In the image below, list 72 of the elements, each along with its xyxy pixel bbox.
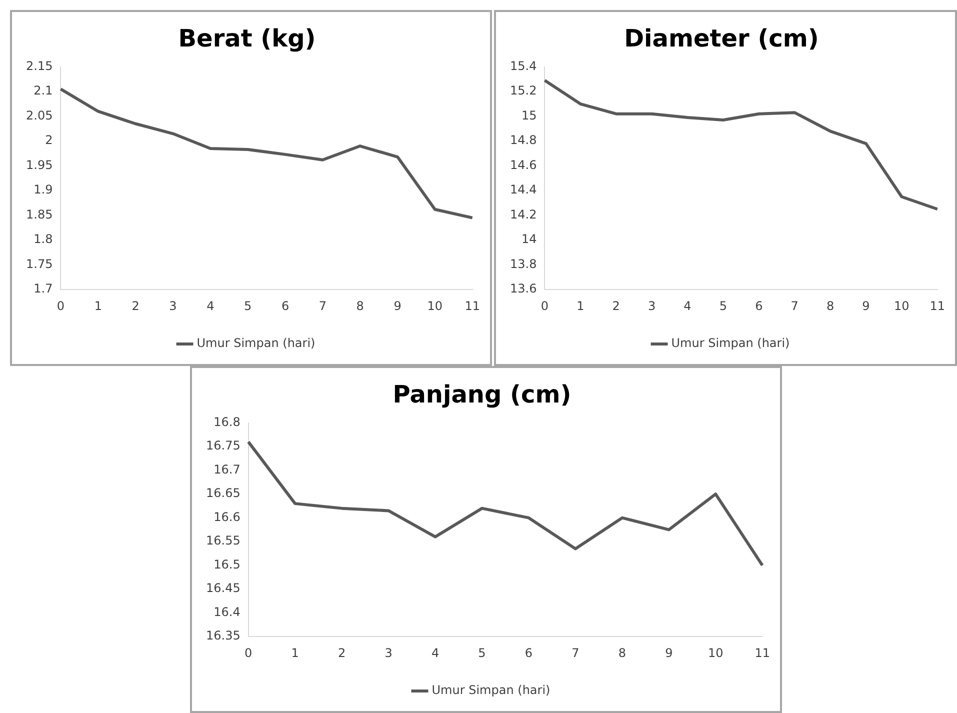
legend-label: Umur Simpan (hari) xyxy=(432,683,550,698)
chart-title: Diameter (cm) xyxy=(624,24,819,53)
y-tick-label: 14.8 xyxy=(510,133,537,148)
x-tick-label: 5 xyxy=(478,646,486,660)
x-tick-label: 8 xyxy=(826,298,834,313)
x-tick-label: 7 xyxy=(790,298,798,313)
y-tick-label: 2.15 xyxy=(26,58,53,73)
y-tick-label: 13.8 xyxy=(510,256,537,271)
y-tick-label: 1.75 xyxy=(26,256,53,271)
x-tick-label: 3 xyxy=(384,646,392,660)
y-tick-label: 13.6 xyxy=(510,282,537,296)
x-tick-label: 3 xyxy=(648,298,656,313)
y-tick-label: 1.8 xyxy=(34,232,53,246)
x-tick-label: 1 xyxy=(94,298,102,313)
x-tick-label: 7 xyxy=(572,646,580,660)
y-tick-label: 16.7 xyxy=(214,462,240,476)
y-tick-label: 16.4 xyxy=(214,604,240,619)
y-tick-label: 14.4 xyxy=(510,182,537,197)
x-tick-label: 8 xyxy=(356,298,364,313)
y-tick-label: 2.1 xyxy=(34,84,53,98)
y-tick-label: 15 xyxy=(521,108,537,122)
y-tick-label: 14.2 xyxy=(510,207,537,222)
x-tick-label: 9 xyxy=(665,646,673,660)
x-tick-label: 8 xyxy=(618,646,626,660)
x-tick-label: 5 xyxy=(719,298,728,313)
x-tick-label: 2 xyxy=(612,298,620,313)
y-tick-label: 16.65 xyxy=(206,486,240,500)
y-tick-label: 16.55 xyxy=(206,534,240,548)
chart-title: Berat (kg) xyxy=(178,24,316,53)
y-tick-label: 15.4 xyxy=(510,58,537,73)
y-tick-label: 16.8 xyxy=(214,414,240,429)
y-tick-label: 16.35 xyxy=(206,628,240,643)
y-tick-label: 1.7 xyxy=(34,282,53,296)
y-tick-label: 16.5 xyxy=(214,557,240,572)
y-tick-label: 1.95 xyxy=(26,158,53,172)
y-tick-label: 2.05 xyxy=(26,108,53,122)
y-tick-label: 15.2 xyxy=(510,84,537,98)
x-tick-label: 0 xyxy=(244,646,252,660)
x-tick-label: 2 xyxy=(338,646,346,660)
x-tick-label: 7 xyxy=(318,298,326,313)
x-tick-label: 5 xyxy=(244,298,252,313)
x-tick-label: 6 xyxy=(281,298,290,313)
y-tick-label: 14 xyxy=(521,232,537,246)
x-tick-label: 1 xyxy=(576,298,584,313)
y-tick-label: 2 xyxy=(45,133,53,148)
chart-title: Panjang (cm) xyxy=(392,380,572,409)
y-tick-label: 14.6 xyxy=(510,158,537,172)
x-tick-label: 3 xyxy=(169,298,177,313)
x-tick-label: 4 xyxy=(684,298,692,313)
x-tick-label: 6 xyxy=(755,298,763,313)
x-tick-label: 11 xyxy=(754,646,770,660)
legend-label: Umur Simpan (hari) xyxy=(671,336,790,350)
x-tick-label: 10 xyxy=(708,646,724,660)
y-tick-label: 16.75 xyxy=(206,438,240,453)
y-tick-label: 1.9 xyxy=(34,182,53,197)
y-tick-label: 16.6 xyxy=(214,510,240,524)
y-tick-label: 16.45 xyxy=(206,581,240,596)
x-tick-label: 4 xyxy=(206,298,214,313)
x-tick-label: 10 xyxy=(894,298,910,313)
legend-label: Umur Simpan (hari) xyxy=(196,336,316,350)
x-tick-label: 0 xyxy=(540,298,549,313)
x-tick-label: 0 xyxy=(56,298,65,313)
y-tick-label: 1.85 xyxy=(26,207,53,222)
x-tick-label: 10 xyxy=(427,298,443,313)
x-tick-label: 6 xyxy=(524,646,533,660)
x-tick-label: 1 xyxy=(291,646,299,660)
x-tick-label: 11 xyxy=(464,298,480,313)
x-tick-label: 11 xyxy=(930,298,946,313)
x-tick-label: 9 xyxy=(394,298,402,313)
x-tick-label: 4 xyxy=(431,646,440,660)
x-tick-label: 2 xyxy=(132,298,140,313)
x-tick-label: 9 xyxy=(862,298,870,313)
